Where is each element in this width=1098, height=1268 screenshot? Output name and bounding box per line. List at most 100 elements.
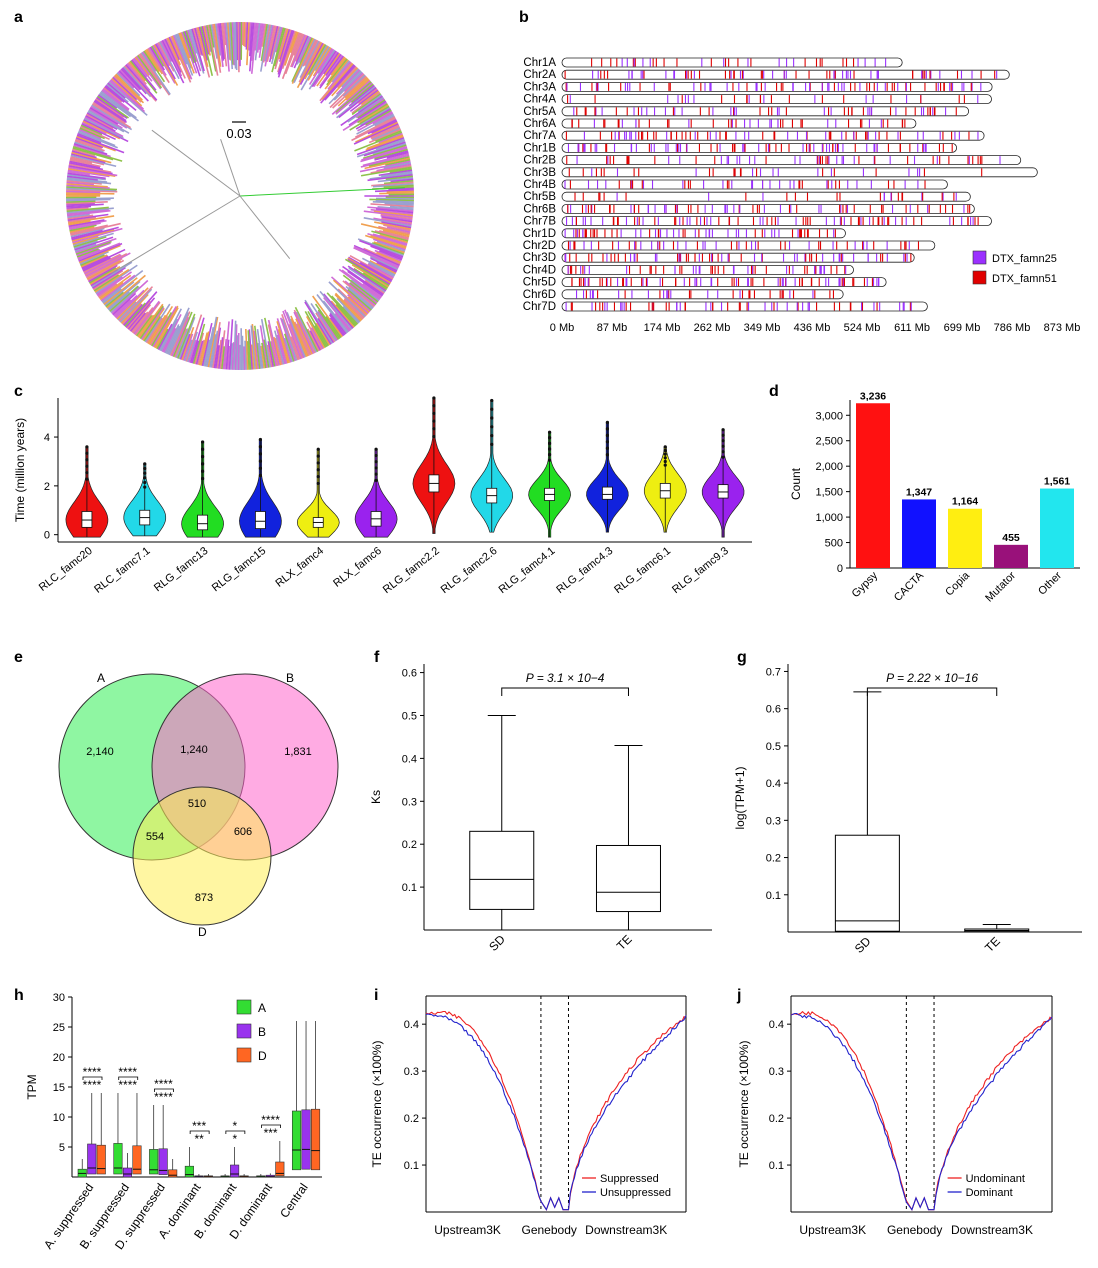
bar (994, 544, 1028, 568)
tree-leaf-branch (132, 307, 154, 334)
outlier-point (663, 459, 667, 464)
tree-leaf-branch (314, 325, 328, 348)
tree-leaf-branch (374, 114, 395, 127)
tree-leaf-branch (348, 267, 386, 293)
tree-leaf-branch (160, 40, 173, 62)
tree-leaf-branch (370, 164, 412, 174)
tree-leaf-branch (222, 338, 228, 370)
tree-leaf-branch (167, 37, 181, 66)
tree-leaf-branch (86, 112, 118, 130)
tree-leaf-branch (260, 345, 266, 369)
y-axis-title: Count (789, 467, 803, 500)
tree-leaf-branch (182, 333, 194, 361)
y-tick-label: 2,000 (815, 461, 843, 473)
outlier-point (85, 451, 89, 455)
tree-leaf-branch (75, 240, 112, 255)
tree-leaf-branch (360, 90, 380, 106)
tree-leaf-branch (334, 293, 362, 322)
tree-leaf-branch (153, 44, 179, 86)
outlier-point (432, 404, 436, 408)
tree-leaf-branch (306, 315, 326, 349)
tree-leaf-branch (264, 24, 273, 62)
tree-leaf-branch (245, 328, 249, 370)
bar-value-label: 455 (1002, 532, 1020, 544)
outlier-point (547, 458, 552, 462)
tree-leaf-branch (348, 286, 374, 309)
tree-leaf-branch (72, 235, 99, 245)
panel-j-line-chart: 0.1 0.2 0.3 0.4 TE occurrence (×100%) Undomin… (737, 995, 1053, 1237)
violin-box (81, 511, 93, 528)
tree-leaf-branch (304, 39, 319, 67)
tree-leaf-branch (118, 70, 149, 102)
tree-leaf-branch (112, 76, 138, 101)
tree-leaf-branch (133, 300, 160, 335)
tree-leaf-branch (77, 242, 121, 261)
tree-leaf-branch (389, 205, 414, 209)
chromosome-label: Chr2D (523, 240, 556, 252)
tree-leaf-branch (241, 335, 244, 370)
tree-leaf-branch (69, 224, 97, 232)
tree-leaf-branch (355, 108, 392, 130)
tree-leaf-branch (331, 295, 359, 325)
panel-label-g: g (737, 649, 747, 666)
x-tick-label: RLG_famc13 (152, 545, 210, 594)
tree-leaf-branch (206, 25, 217, 72)
tree-leaf-branch (335, 82, 373, 115)
tree-leaf-branch (228, 22, 234, 70)
tree-leaf-branch (149, 46, 166, 71)
tree-leaf-branch (370, 124, 400, 139)
tree-leaf-branch (66, 181, 94, 186)
tree-leaf-branch (225, 22, 231, 60)
outlier-point (143, 466, 147, 471)
tree-leaf-branch (234, 22, 238, 70)
tree-leaf-branch (363, 210, 413, 218)
significance-annotation: P = 2.22 × 10−16 (886, 671, 978, 685)
box (230, 1164, 240, 1178)
tree-leaf-branch (374, 221, 411, 230)
tree-leaf-branch (156, 328, 169, 350)
tree-leaf-branch (94, 268, 130, 293)
chromosome-label: Chr1B (523, 142, 556, 154)
tree-leaf-branch (289, 31, 299, 54)
tree-leaf-branch (277, 29, 294, 75)
y-tick-label: 0.3 (769, 1066, 784, 1078)
tree-leaf-branch (96, 276, 123, 296)
y-tick-label: 0.3 (402, 796, 417, 808)
tree-leaf-branch (274, 337, 283, 366)
outlier-point (143, 471, 147, 475)
tree-leaf-branch (273, 336, 282, 366)
tree-leaf-branch (317, 311, 338, 341)
tree-inner-branch (111, 195, 241, 274)
y-tick-label: 0.7 (766, 666, 781, 678)
legend-label: Dominant (966, 1187, 1013, 1199)
tree-leaf-branch (91, 261, 133, 288)
tree-leaf-branch (66, 184, 110, 189)
outlier-point (374, 453, 378, 458)
outlier-point (605, 427, 610, 431)
tree-leaf-branch (390, 178, 414, 183)
tree-leaf-branch (367, 206, 414, 212)
tree-leaf-branch (333, 71, 363, 101)
chromosome-label: Chr2B (523, 155, 556, 167)
tree-leaf-branch (359, 106, 391, 126)
y-axis-title: TPM (25, 1074, 39, 1099)
panel-g-box-plot: 0.1 0.2 0.3 0.4 0.5 0.6 0.7 log(TPM+1) SD TE P = 2… (733, 664, 1082, 956)
tree-leaf-branch (154, 43, 176, 80)
tree-leaf-branch (347, 288, 372, 311)
tree-leaf-branch (154, 307, 179, 349)
chromosome-bar (561, 191, 971, 202)
tree-leaf-branch (88, 109, 130, 134)
tree-leaf-branch (178, 32, 195, 74)
tree-leaf-branch (97, 94, 118, 109)
tree-leaf-branch (214, 345, 220, 369)
violin-box (255, 511, 266, 529)
tree-leaf-branch (97, 95, 129, 119)
tree-leaf-branch (83, 254, 122, 275)
tree-leaf-branch (250, 22, 258, 74)
tree-leaf-branch (134, 56, 150, 76)
tree-leaf-branch (93, 100, 128, 124)
x-tick-label: RLG_famc2.2 (381, 545, 442, 596)
tree-leaf-branch (353, 267, 388, 291)
tree-leaf-branch (347, 294, 369, 315)
x-tick-label: 699 Mb (944, 322, 981, 334)
